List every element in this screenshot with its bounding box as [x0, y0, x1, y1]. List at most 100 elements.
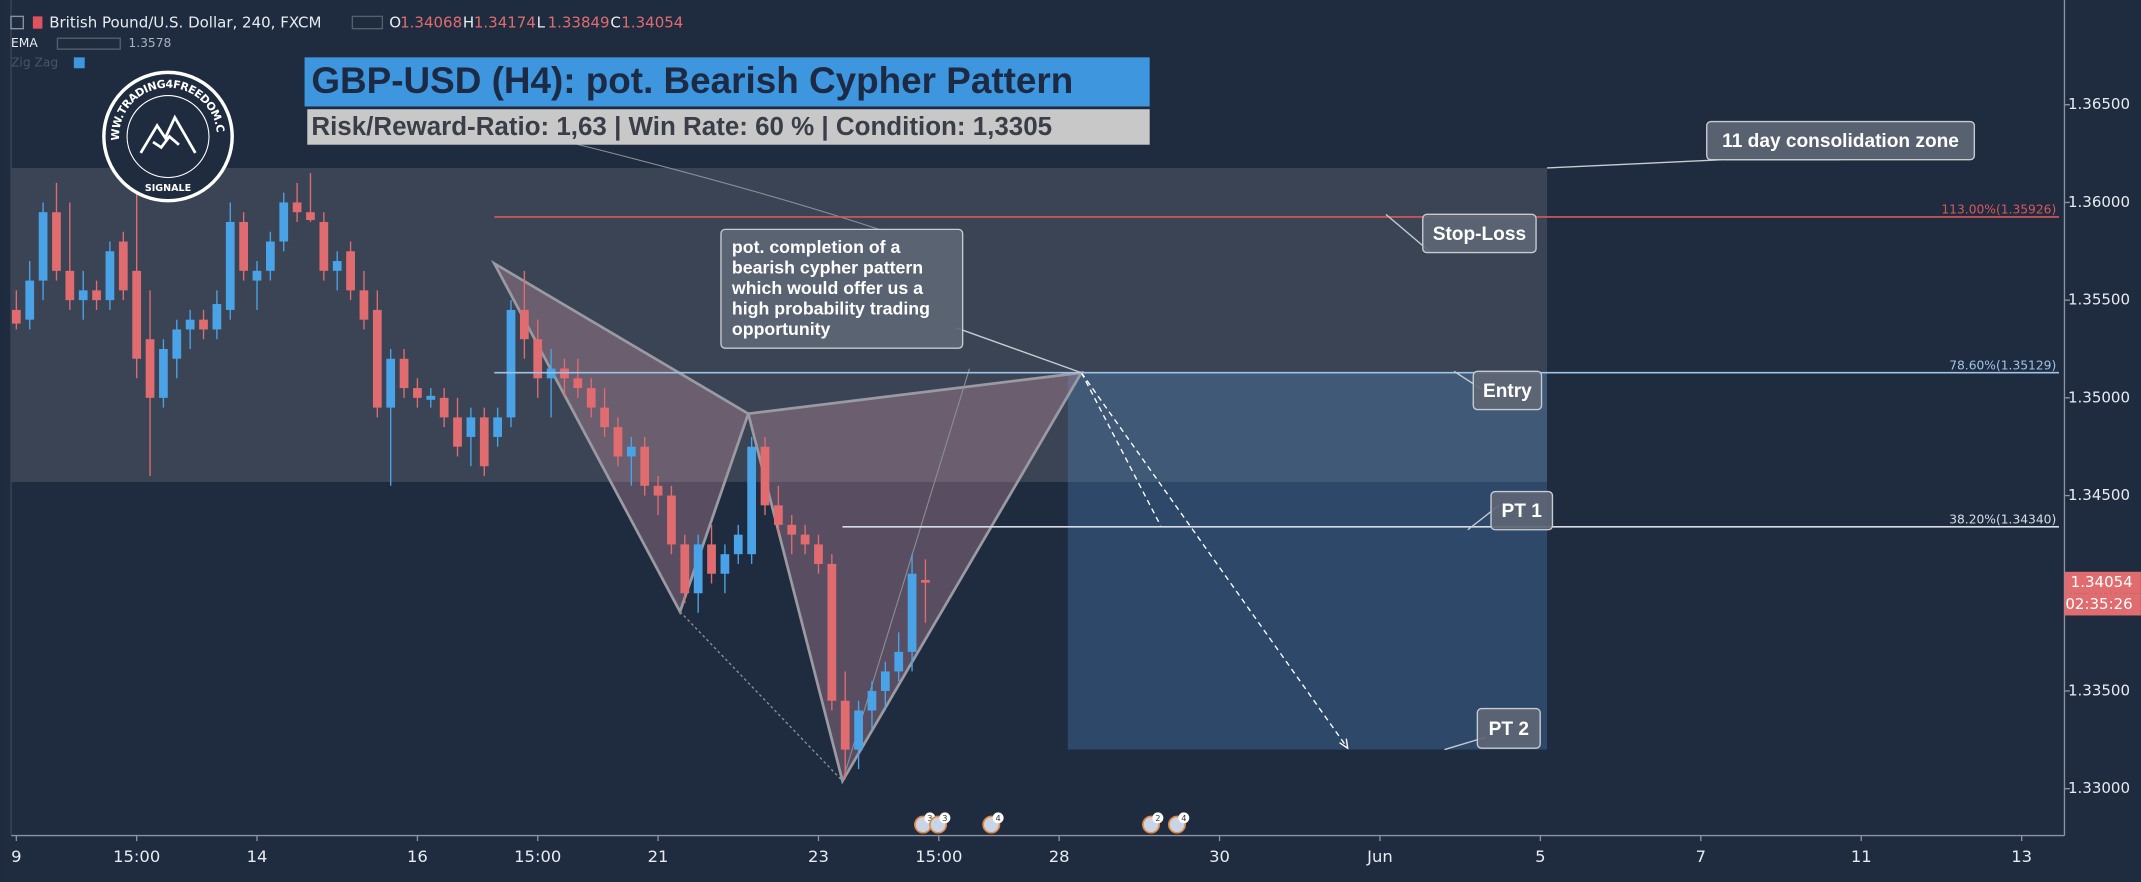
- candle-body: [225, 221, 235, 310]
- candle-body: [586, 388, 596, 408]
- candle-body: [306, 212, 315, 221]
- candle-body: [172, 329, 182, 359]
- event-badge: [939, 812, 951, 824]
- candle-body: [479, 417, 489, 467]
- x-tick-label: 5: [1535, 847, 1545, 866]
- projection-arrow: [1080, 372, 1162, 526]
- x-tick-label: Jun: [1366, 847, 1393, 866]
- symbol-icon: [32, 16, 43, 29]
- candle-body: [854, 710, 863, 750]
- ohlc-value: 1.34174: [474, 14, 536, 32]
- callout-text: opportunity: [732, 319, 831, 339]
- callout-text: which would offer us a: [731, 278, 923, 298]
- candle-body: [680, 544, 690, 594]
- candle-body: [413, 388, 422, 398]
- callout-text: PT 1: [1502, 501, 1543, 522]
- callout-text: pot. completion of a: [732, 237, 901, 257]
- x-tick-label: 9: [11, 847, 21, 866]
- candle-body: [506, 309, 516, 418]
- candle-body: [239, 221, 248, 271]
- candle-body: [252, 270, 262, 281]
- candle-body: [613, 427, 623, 457]
- event-badge: [1152, 812, 1164, 824]
- event-count: 4: [1181, 813, 1186, 823]
- candle-body: [693, 544, 703, 594]
- y-tick-label: 1.33500: [2068, 681, 2130, 699]
- candle-body: [707, 544, 716, 574]
- event-badge: [1178, 812, 1190, 824]
- candle-body: [626, 446, 636, 457]
- pattern-diagonal: [573, 142, 888, 233]
- ohlc-label: H: [463, 14, 474, 32]
- candle-body: [800, 534, 810, 545]
- candle-body: [787, 524, 797, 535]
- candle-body: [827, 563, 837, 701]
- callout-box: [1422, 213, 1537, 254]
- candle-body: [386, 358, 396, 408]
- y-tick-label: 1.35000: [2068, 388, 2130, 406]
- candle-body: [760, 446, 770, 506]
- candle-body: [520, 309, 529, 340]
- candles: [11, 153, 930, 779]
- candle-body: [426, 395, 436, 400]
- callout-box: [720, 228, 964, 349]
- level-label: 38.20%(1.34340): [1949, 512, 2056, 526]
- x-tick-label: 21: [648, 847, 669, 866]
- ohlc-label: C: [610, 14, 620, 32]
- candle-body: [653, 485, 663, 496]
- candle-body: [640, 446, 650, 486]
- candle-body: [52, 212, 61, 271]
- indicator-value: 1.3578: [128, 36, 171, 50]
- chart-subtitle: Risk/Reward-Ratio: 1,63 | Win Rate: 60 %…: [311, 113, 1052, 141]
- candle-body: [159, 348, 168, 398]
- candle-body: [814, 544, 823, 564]
- indicator-icons: [73, 57, 85, 69]
- overlay: 113.00%(1.35926) 78.60%(1.35129) 38.20%(1.…: [494, 120, 2059, 751]
- candle-body: [453, 417, 462, 447]
- pattern-diagonal: [679, 611, 843, 782]
- candle-body: [921, 579, 930, 583]
- candle-body: [747, 446, 757, 555]
- y-tick-label: 1.36000: [2068, 193, 2130, 211]
- countdown-tag: [2064, 593, 2141, 616]
- callout-text: Entry: [1483, 381, 1532, 402]
- level-label: 78.60%(1.35129): [1949, 358, 2056, 372]
- candle-body: [867, 690, 877, 711]
- candle-body: [118, 241, 128, 291]
- callout-leader: [1546, 159, 1724, 169]
- candle-body: [78, 290, 88, 301]
- candle-body: [92, 290, 101, 301]
- ohlc-value: 1.34054: [621, 14, 683, 32]
- candle-body: [185, 319, 195, 330]
- candle-body: [774, 505, 783, 525]
- header-icons: [351, 15, 384, 30]
- candle-body: [399, 358, 409, 389]
- candle-body: [199, 319, 208, 330]
- x-tick-label: 7: [1696, 847, 1706, 866]
- candle-body: [25, 280, 35, 320]
- x-tick-label: 16: [407, 847, 428, 866]
- event-count: 4: [996, 813, 1001, 823]
- ohlc-value: 1.34068: [400, 14, 462, 32]
- event-badge: [992, 812, 1004, 824]
- ohlc-label: O: [389, 14, 401, 32]
- candle-body: [265, 241, 275, 271]
- y-tick-label: 1.35500: [2068, 291, 2130, 309]
- callout-leader: [955, 327, 1082, 374]
- candle-body: [880, 671, 890, 691]
- callout-text: PT 2: [1489, 719, 1529, 740]
- chart-title: GBP-USD (H4): pot. Bearish Cypher Patter…: [311, 60, 1073, 101]
- candle-body: [667, 495, 676, 545]
- logo-mountain: [139, 114, 197, 154]
- y-tick-label: 1.34500: [2068, 486, 2130, 504]
- candle-body: [439, 397, 449, 418]
- event-count: 2: [1155, 813, 1160, 823]
- indicator-name: EMA: [11, 36, 38, 50]
- y-tick-label: 1.36500: [2068, 95, 2130, 113]
- target-zone: [1067, 372, 1547, 750]
- x-tick-label: 13: [2011, 847, 2032, 866]
- indicator-name: Zig Zag: [11, 55, 58, 69]
- candle-body: [11, 309, 21, 324]
- collapse-icon: [10, 15, 24, 30]
